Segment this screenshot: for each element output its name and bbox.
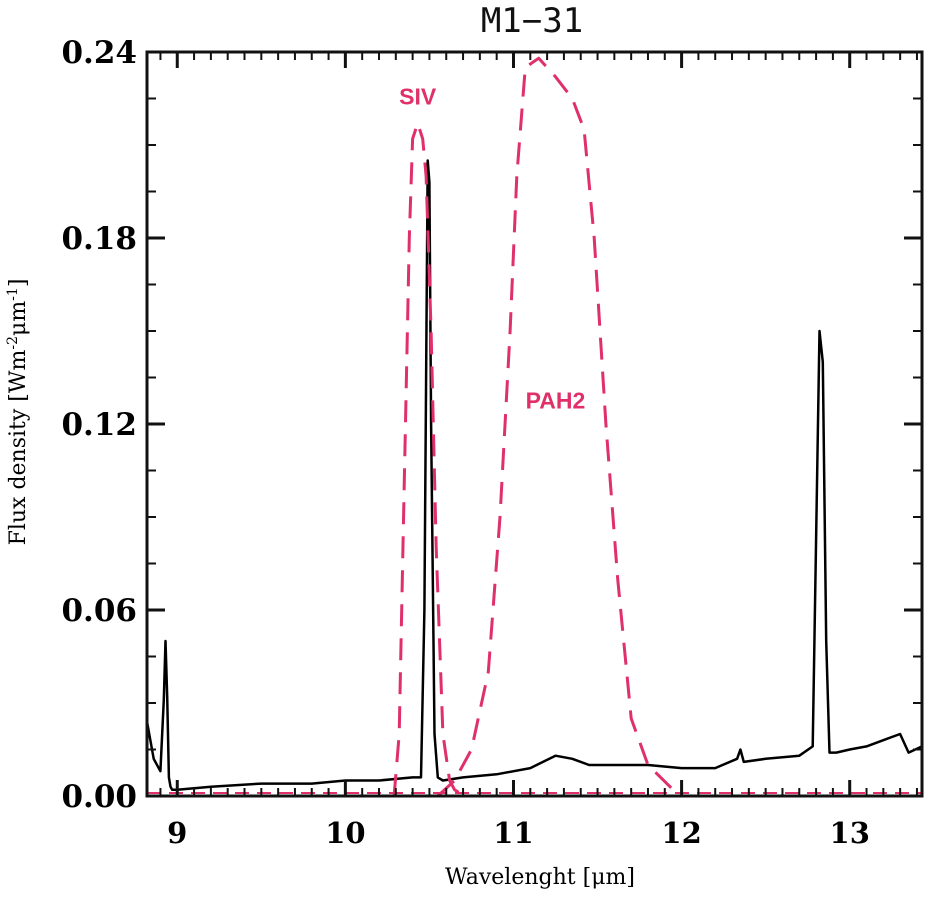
- y-axis-label-sup2: -1: [5, 287, 21, 301]
- y-tick-label: 0.00: [61, 779, 137, 815]
- y-axis-label-sup1: -2: [5, 336, 21, 350]
- plot-frame: [145, 50, 924, 798]
- series-label-pah2: PAH2: [526, 388, 586, 414]
- y-tick-label: 0.24: [61, 35, 137, 71]
- tick-labels-group: 9 10 11 12 13 0.00 0.06 0.12 0.18 0.24 SIV PAH2: [61, 35, 869, 850]
- y-axis-label-end: ]: [6, 279, 31, 288]
- y-axis-label: Flux density [Wm-2μm-1]: [5, 279, 31, 546]
- x-tick-label: 9: [167, 816, 187, 850]
- x-tick-label: 13: [830, 816, 870, 850]
- series-line-siv: [392, 121, 461, 796]
- series-label-siv: SIV: [399, 84, 437, 110]
- y-tick-label: 0.18: [61, 221, 137, 257]
- y-tick-label: 0.06: [61, 593, 137, 629]
- x-tick-label: 11: [493, 816, 533, 850]
- x-tick-label: 10: [325, 816, 365, 850]
- y-tick-label: 0.12: [61, 407, 137, 443]
- y-axis-label-main: Flux density [Wm: [6, 349, 31, 545]
- x-tick-label: 12: [661, 816, 701, 850]
- plot-series-group: [147, 56, 922, 796]
- x-axis-label: Wavelenght [μm]: [445, 865, 635, 890]
- y-axis-label-mid: μm: [6, 301, 31, 336]
- series-line-spectrum: [147, 159, 922, 792]
- chart-title: M1−31: [481, 1, 583, 41]
